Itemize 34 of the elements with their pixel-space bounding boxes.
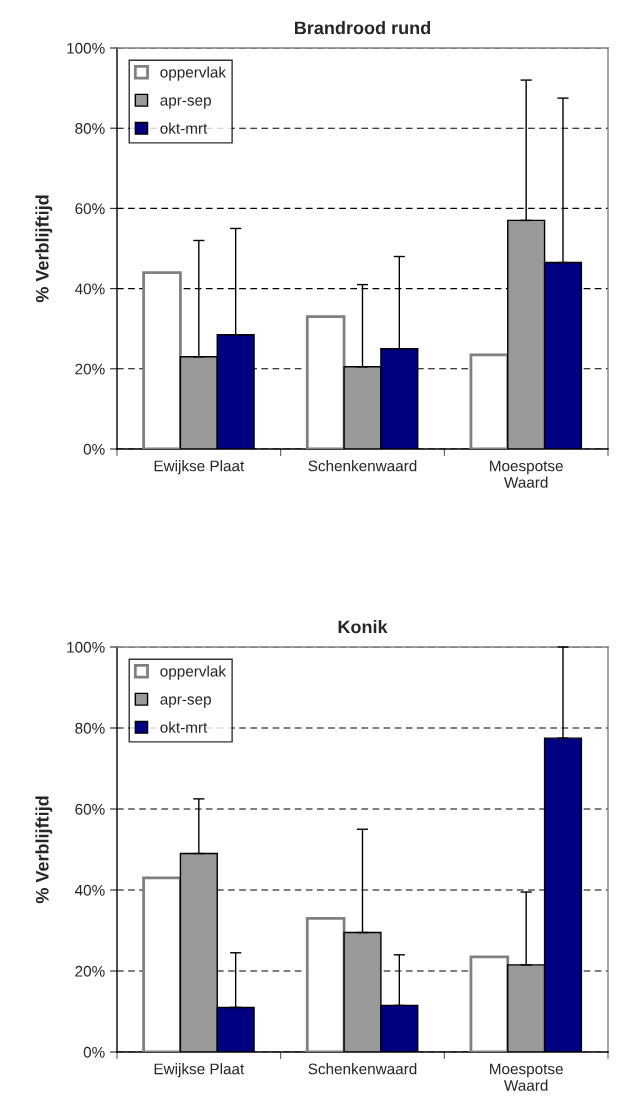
bar <box>305 315 346 449</box>
y-tick-label: 40% <box>74 283 105 295</box>
legend-label: apr-sep <box>160 97 211 109</box>
bar <box>142 271 182 449</box>
y-tick-label: 100% <box>67 42 105 54</box>
bar <box>469 353 510 449</box>
legend-label: oppervlak <box>160 665 227 680</box>
y-tick-label: 20% <box>75 965 105 977</box>
bar <box>142 876 182 1052</box>
legend-label: okt-mrt <box>160 721 208 733</box>
y-tick-label: 80% <box>75 123 105 134</box>
y-tick-label: 40% <box>74 884 105 896</box>
y-axis-title: % Verblijftijd <box>35 796 53 904</box>
bar <box>469 955 510 1052</box>
x-tick-label: Moespotse Waard <box>490 460 563 488</box>
chart-title: Konik <box>338 620 388 634</box>
y-tick-label: 80% <box>75 722 105 734</box>
y-tick-label: 0% <box>83 443 105 455</box>
y-tick-label: 20% <box>75 363 105 375</box>
x-tick-label: Moespotse Waard <box>490 1063 563 1091</box>
y-tick-label: 60% <box>75 203 105 215</box>
y-axis-title: % Verblijftijd <box>35 195 53 303</box>
chart-title: Brandrood rund <box>295 21 431 35</box>
x-tick-label: Schenkenwaard <box>308 1063 417 1075</box>
bar <box>305 916 346 1052</box>
legend-label: apr-sep <box>160 696 211 708</box>
x-tick-label: Ewijkse Plaat <box>154 1063 245 1078</box>
legend-label: okt-mrt <box>160 122 208 134</box>
legend-label: oppervlak <box>160 66 227 81</box>
y-tick-label: 100% <box>67 641 105 653</box>
x-tick-label: Ewijkse Plaat <box>154 460 245 475</box>
y-tick-label: 60% <box>75 803 105 815</box>
x-tick-label: Schenkenwaard <box>308 460 417 472</box>
y-tick-label: 0% <box>83 1046 105 1058</box>
